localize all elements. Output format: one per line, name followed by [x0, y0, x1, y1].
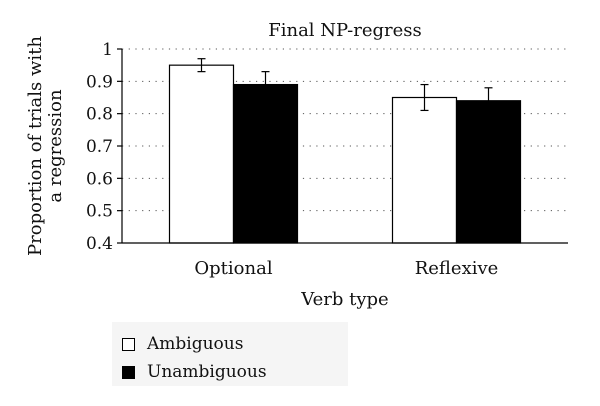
- y-axis-label-line-2: a regression: [45, 89, 66, 203]
- bar-ambiguous-optional: [168, 64, 235, 244]
- y-axis-label-line-1: Proportion of trials with: [25, 36, 46, 256]
- legend-swatch-ambiguous: [122, 337, 135, 351]
- bars: [168, 64, 522, 244]
- x-axis-ticks: Optional Reflexive: [194, 258, 498, 279]
- y-axis-label: Proportion of trials with a regression: [25, 36, 66, 256]
- y-tick-label: 0.6: [86, 169, 113, 189]
- legend: [112, 322, 348, 386]
- y-tick-label: 0.9: [86, 72, 113, 92]
- y-tick-label: 0.8: [86, 105, 113, 125]
- bar-unambiguous-optional: [232, 83, 299, 244]
- legend-swatch-unambiguous: [122, 365, 135, 379]
- y-tick-label: 0.7: [86, 137, 113, 157]
- legend-label-ambiguous: Ambiguous: [147, 334, 244, 354]
- chart-title: Final NP-regress: [268, 20, 422, 41]
- legend-item-unambiguous: Unambiguous: [122, 360, 267, 384]
- bar-unambiguous-reflexive: [455, 100, 522, 244]
- x-tick-label: Reflexive: [415, 258, 499, 279]
- error-bars: [197, 58, 493, 115]
- y-tick-label: 0.5: [86, 202, 113, 222]
- y-tick-label: 0.4: [86, 234, 113, 254]
- x-axis-label: Verb type: [300, 289, 388, 310]
- legend-label-unambiguous: Unambiguous: [147, 362, 267, 382]
- x-tick-label: Optional: [194, 258, 272, 279]
- bar-ambiguous-reflexive: [391, 96, 458, 244]
- y-axis-ticks: 0.4 0.5 0.6 0.7 0.8 0.9 1: [86, 40, 122, 254]
- y-tick-label: 1: [102, 40, 113, 60]
- legend-item-ambiguous: Ambiguous: [122, 332, 243, 356]
